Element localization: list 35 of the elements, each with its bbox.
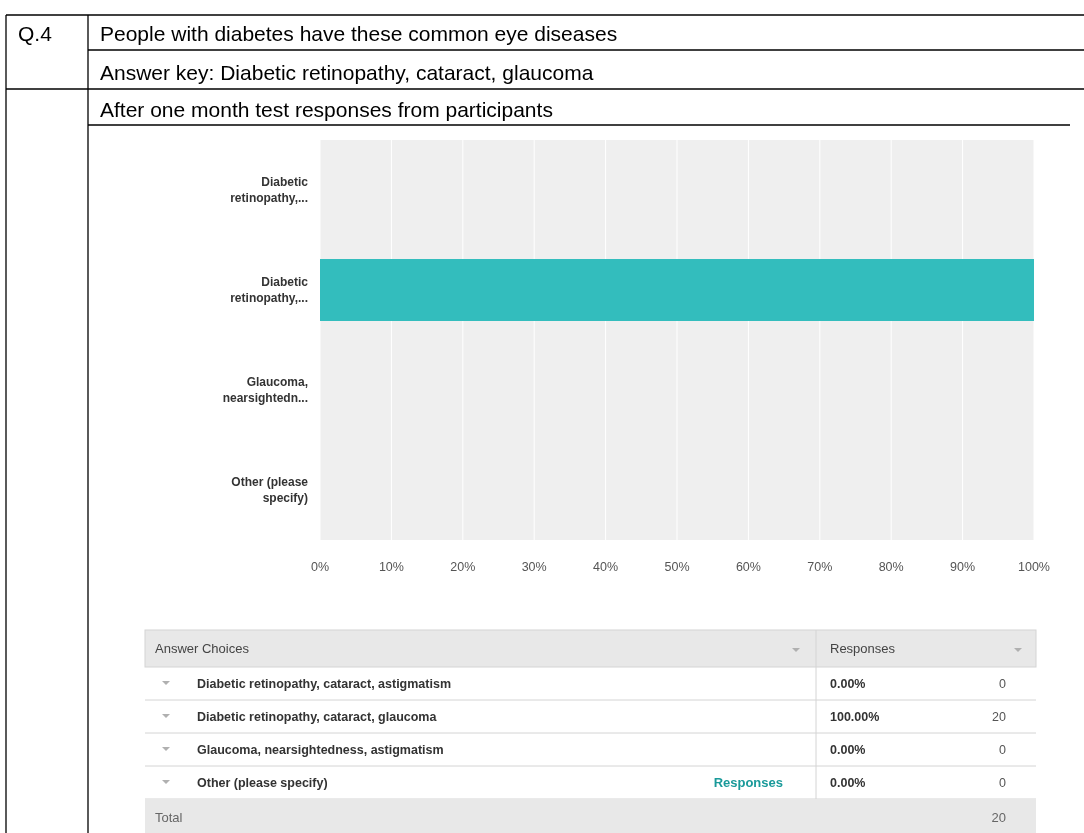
text: Answer Choices xyxy=(155,641,250,656)
text: 0.00% xyxy=(830,743,866,757)
x-tick-label: 50% xyxy=(664,560,690,574)
text: 20 xyxy=(991,810,1006,825)
y-tick-label: Diabetic retinopathy,... xyxy=(230,175,309,205)
x-tick-label: 10% xyxy=(378,560,404,574)
x-tick-label: 20% xyxy=(450,560,476,574)
x-tick-label: 90% xyxy=(950,560,976,574)
chart-subtitle: Answer key: Diabetic retinopathy, cataract, glaucoma xyxy=(100,61,594,84)
text: 0 xyxy=(999,743,1007,757)
text: Diabetic retinopathy, cataract, glaucoma xyxy=(197,710,438,724)
x-tick-label: 70% xyxy=(807,560,833,574)
text: Responses xyxy=(830,641,896,656)
text: After one month test responses from participants xyxy=(100,98,553,121)
text: 0.00% xyxy=(830,776,866,790)
text: Q.4 xyxy=(18,22,53,45)
text: Glaucoma, nearsightedness, astigmatism xyxy=(197,743,444,757)
text: Responses xyxy=(713,775,783,790)
y-tick-label: Other (please specify) xyxy=(231,475,309,505)
text: Diabetic retinopathy, cataract, astigmatism xyxy=(197,677,452,691)
text: 100.00% xyxy=(830,710,880,724)
x-tick-label: 0% xyxy=(310,560,330,574)
text: Total xyxy=(155,810,183,825)
text: 0 xyxy=(999,677,1007,691)
x-tick-label: 80% xyxy=(878,560,904,574)
text: 0 xyxy=(999,776,1007,790)
y-tick-label: Glaucoma, nearsightedn... xyxy=(222,375,308,405)
x-tick-label: 100% xyxy=(1018,560,1050,574)
x-tick-label: 40% xyxy=(593,560,619,574)
y-tick-label: Diabetic retinopathy,... xyxy=(230,275,309,305)
x-tick-label: 30% xyxy=(521,560,547,574)
chart-title: People with diabetes have these common eye diseases xyxy=(100,22,618,45)
text: 20 xyxy=(992,710,1007,724)
x-tick-label: 60% xyxy=(735,560,761,574)
text: 0.00% xyxy=(830,677,866,691)
